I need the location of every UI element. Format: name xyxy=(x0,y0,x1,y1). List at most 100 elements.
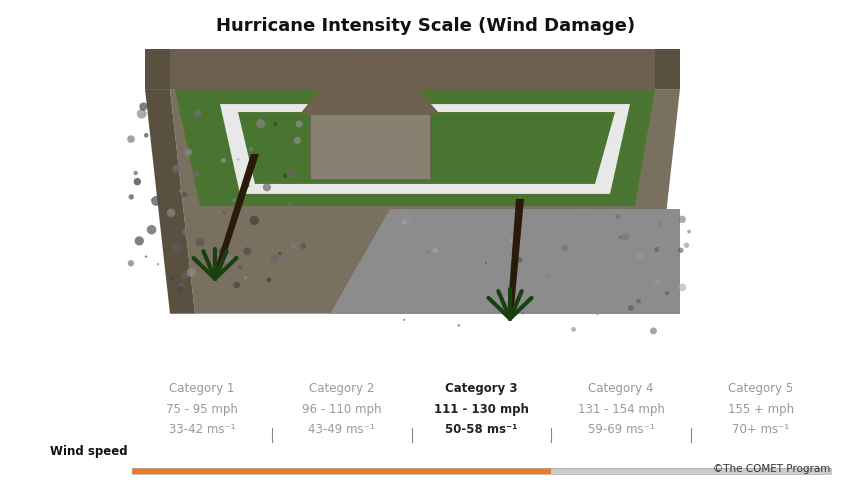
Circle shape xyxy=(219,247,226,254)
Polygon shape xyxy=(170,89,680,314)
Circle shape xyxy=(621,233,629,241)
Text: 43-49 ms⁻¹: 43-49 ms⁻¹ xyxy=(308,422,375,435)
Circle shape xyxy=(678,284,687,291)
Circle shape xyxy=(140,102,147,110)
Circle shape xyxy=(678,216,686,223)
Circle shape xyxy=(296,120,302,127)
Text: Category 3: Category 3 xyxy=(445,382,518,395)
Circle shape xyxy=(223,212,225,214)
Circle shape xyxy=(250,216,259,225)
Circle shape xyxy=(244,247,251,255)
Circle shape xyxy=(288,203,291,205)
Circle shape xyxy=(151,199,153,201)
Circle shape xyxy=(249,147,253,151)
Text: 33-42 ms⁻¹: 33-42 ms⁻¹ xyxy=(169,422,235,435)
Circle shape xyxy=(283,173,288,178)
Text: Category 4: Category 4 xyxy=(589,382,653,395)
Circle shape xyxy=(413,267,418,273)
Circle shape xyxy=(458,324,460,327)
Polygon shape xyxy=(238,112,615,184)
Polygon shape xyxy=(655,49,680,89)
Circle shape xyxy=(660,242,666,248)
Circle shape xyxy=(688,229,691,233)
Text: Category 2: Category 2 xyxy=(309,382,374,395)
Circle shape xyxy=(658,222,663,227)
Text: 59-69 ms⁻¹: 59-69 ms⁻¹ xyxy=(588,422,654,435)
Polygon shape xyxy=(220,104,630,194)
Circle shape xyxy=(247,185,250,187)
Circle shape xyxy=(504,295,511,302)
Circle shape xyxy=(232,199,236,202)
Circle shape xyxy=(223,254,233,264)
Polygon shape xyxy=(145,89,195,314)
Circle shape xyxy=(628,305,634,311)
Circle shape xyxy=(650,327,657,335)
Circle shape xyxy=(646,289,648,292)
Circle shape xyxy=(291,244,296,249)
Circle shape xyxy=(524,302,528,306)
Circle shape xyxy=(427,251,429,253)
Circle shape xyxy=(127,135,135,143)
Circle shape xyxy=(267,277,271,282)
Circle shape xyxy=(654,247,659,252)
Circle shape xyxy=(402,220,407,225)
Circle shape xyxy=(193,109,201,117)
Circle shape xyxy=(615,214,620,219)
Text: 70+ ms⁻¹: 70+ ms⁻¹ xyxy=(732,422,790,435)
Text: 96 - 110 mph: 96 - 110 mph xyxy=(302,403,382,416)
Circle shape xyxy=(403,319,406,321)
Bar xyxy=(132,468,831,474)
Circle shape xyxy=(178,283,185,290)
Polygon shape xyxy=(212,154,259,279)
Circle shape xyxy=(404,215,412,222)
Circle shape xyxy=(144,133,148,138)
Circle shape xyxy=(294,137,301,144)
Circle shape xyxy=(665,291,669,295)
Circle shape xyxy=(237,158,239,160)
Text: 111 - 130 mph: 111 - 130 mph xyxy=(434,403,529,416)
Circle shape xyxy=(270,254,279,263)
Circle shape xyxy=(433,247,438,253)
Text: 155 + mph: 155 + mph xyxy=(728,403,794,416)
Circle shape xyxy=(135,236,144,246)
Circle shape xyxy=(273,121,278,126)
Circle shape xyxy=(238,265,242,269)
Circle shape xyxy=(300,243,306,249)
Text: Category 1: Category 1 xyxy=(170,382,234,395)
Text: Hurricane Intensity Scale (Wind Damage): Hurricane Intensity Scale (Wind Damage) xyxy=(216,17,636,35)
Circle shape xyxy=(233,282,240,288)
Circle shape xyxy=(147,225,157,234)
Circle shape xyxy=(179,189,182,192)
Text: ©The COMET Program: ©The COMET Program xyxy=(713,464,831,474)
Circle shape xyxy=(546,276,549,278)
Circle shape xyxy=(514,254,519,259)
Circle shape xyxy=(596,313,599,315)
Circle shape xyxy=(619,236,622,239)
Circle shape xyxy=(636,253,642,259)
Circle shape xyxy=(561,245,567,251)
Polygon shape xyxy=(300,59,440,114)
Circle shape xyxy=(485,262,487,264)
Circle shape xyxy=(509,256,515,261)
Text: 131 - 154 mph: 131 - 154 mph xyxy=(578,403,665,416)
Circle shape xyxy=(653,294,657,297)
Circle shape xyxy=(137,109,147,119)
Circle shape xyxy=(157,263,159,265)
Polygon shape xyxy=(175,89,655,206)
Polygon shape xyxy=(145,49,170,89)
Circle shape xyxy=(210,143,214,146)
Circle shape xyxy=(636,299,641,303)
Circle shape xyxy=(290,171,295,176)
Circle shape xyxy=(193,170,199,177)
Circle shape xyxy=(256,119,265,128)
Circle shape xyxy=(583,214,586,216)
Circle shape xyxy=(196,238,204,247)
Circle shape xyxy=(263,183,271,192)
Circle shape xyxy=(134,178,141,185)
Circle shape xyxy=(221,158,226,163)
Circle shape xyxy=(286,170,295,178)
Polygon shape xyxy=(330,209,680,314)
Circle shape xyxy=(684,242,689,248)
Circle shape xyxy=(521,312,524,314)
Circle shape xyxy=(509,239,514,243)
